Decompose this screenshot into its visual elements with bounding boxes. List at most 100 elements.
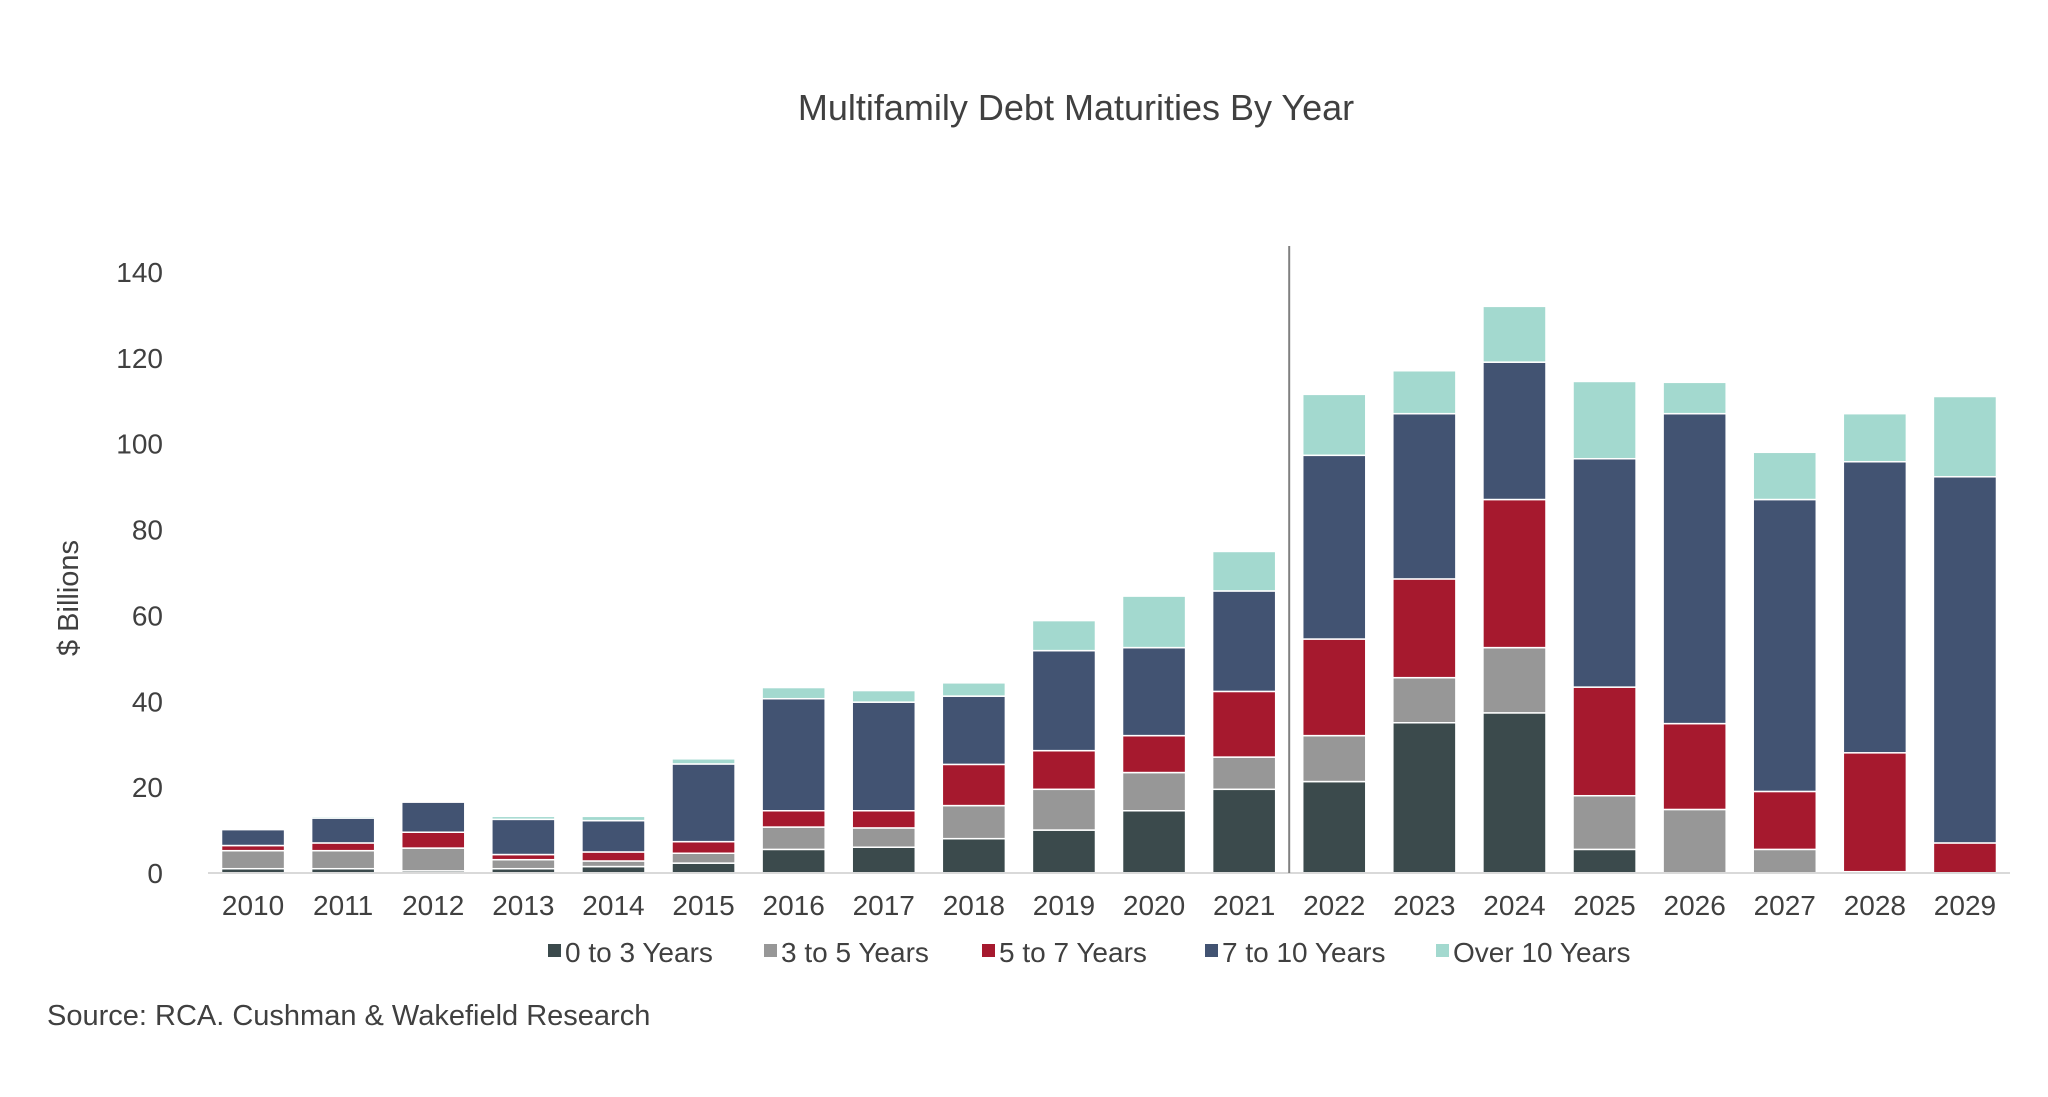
bar-segment	[671, 840, 736, 855]
legend-item: 0 to 3 Years	[548, 937, 713, 968]
bar-stack-2014	[581, 815, 646, 874]
bars	[208, 246, 2010, 874]
bar-segment	[851, 810, 917, 829]
x-tick-label: 2018	[943, 890, 1005, 921]
y-tick-label: 40	[132, 686, 163, 717]
bar-segment	[671, 758, 736, 765]
x-tick-label: 2016	[763, 890, 825, 921]
y-axis-label: $ Billions	[53, 540, 85, 656]
legend-swatch	[1205, 944, 1218, 957]
bar-segment	[941, 695, 1007, 766]
bar-segment	[851, 846, 917, 874]
x-tick-label: 2026	[1664, 890, 1726, 921]
y-axis: 0 20 40 60 80 100 120 140	[116, 257, 163, 889]
bar-segment	[310, 817, 376, 844]
bar-stack-2026	[1662, 381, 1727, 874]
x-tick-label: 2022	[1303, 890, 1365, 921]
bar-segment	[1121, 810, 1187, 874]
bar-segment	[1211, 550, 1277, 592]
bar-segment	[581, 815, 646, 822]
bar-segment	[1752, 451, 1818, 501]
bar-stack-2028	[1842, 412, 1908, 874]
bar-segment	[1482, 712, 1547, 874]
bar-segment	[1752, 498, 1818, 793]
x-tick-label: 2019	[1033, 890, 1095, 921]
x-tick-label: 2025	[1573, 890, 1635, 921]
bar-segment	[581, 819, 646, 853]
bar-segment	[1572, 686, 1637, 797]
bar-segment	[1031, 829, 1097, 874]
x-tick-label: 2017	[853, 890, 915, 921]
bar-segment	[671, 763, 736, 843]
bar-segment	[1031, 749, 1097, 791]
bar-segment	[1842, 460, 1908, 754]
bar-stack-2022	[1301, 393, 1367, 874]
bar-segment	[1211, 590, 1277, 693]
bar-segment	[1572, 380, 1637, 460]
bar-segment	[1842, 412, 1908, 463]
bar-segment	[400, 801, 466, 833]
x-tick-label: 2024	[1483, 890, 1545, 921]
bar-segment	[220, 844, 286, 852]
bar-segment	[581, 860, 646, 868]
bar-stack-2021	[1211, 550, 1277, 874]
legend-item: 7 to 10 Years	[1205, 937, 1385, 968]
x-tick-label: 2023	[1393, 890, 1455, 921]
y-tick-label: 60	[132, 600, 163, 631]
bar-segment	[1211, 756, 1277, 791]
bar-segment	[1121, 771, 1187, 812]
bar-segment	[581, 851, 646, 862]
bar-segment	[1482, 305, 1547, 363]
bar-stack-2019	[1031, 619, 1097, 874]
bar-segment	[1121, 734, 1187, 774]
bar-segment	[1301, 780, 1367, 874]
source-note: Source: RCA. Cushman & Wakefield Researc…	[47, 1000, 650, 1032]
legend-swatch	[548, 944, 561, 957]
bar-segment	[1932, 476, 1998, 844]
y-tick-label: 20	[132, 772, 163, 803]
bar-segment	[310, 842, 376, 852]
x-tick-label: 2015	[672, 890, 734, 921]
bar-segment	[1211, 788, 1277, 874]
bar-segment	[1572, 848, 1637, 874]
bar-stack-2010	[220, 828, 286, 874]
bar-segment	[1662, 808, 1727, 874]
x-tick-label: 2010	[222, 890, 284, 921]
bar-segment	[761, 810, 826, 828]
y-tick-label: 140	[116, 257, 163, 288]
x-tick-label: 2014	[582, 890, 644, 921]
bar-segment	[491, 818, 556, 856]
bar-segment	[1392, 412, 1457, 580]
bar-segment	[1031, 649, 1097, 752]
bar-segment	[220, 828, 286, 847]
legend: 0 to 3 Years 3 to 5 Years 5 to 7 Years 7 to…	[548, 937, 1630, 968]
x-tick-label: 2028	[1844, 890, 1906, 921]
bar-segment	[310, 849, 376, 870]
bar-segment	[1301, 734, 1367, 783]
bar-segment	[941, 763, 1007, 807]
bar-segment	[491, 853, 556, 861]
bar-stack-2024	[1482, 305, 1547, 874]
x-tick-label: 2013	[492, 890, 554, 921]
chart-title: Multifamily Debt Maturities By Year	[798, 87, 1354, 128]
bar-segment	[1932, 842, 1998, 874]
x-tick-label: 2011	[313, 890, 373, 921]
legend-swatch	[982, 944, 995, 957]
y-tick-label: 120	[116, 343, 163, 374]
bar-stack-2011	[310, 815, 376, 874]
y-tick-label: 0	[147, 858, 163, 889]
bar-segment	[1662, 381, 1727, 415]
bar-stack-2023	[1392, 369, 1457, 874]
bar-segment	[1482, 646, 1547, 714]
bar-segment	[941, 804, 1007, 840]
bar-segment	[941, 682, 1007, 697]
x-tick-label: 2027	[1754, 890, 1816, 921]
bar-segment	[1392, 722, 1457, 874]
legend-label: 0 to 3 Years	[565, 937, 713, 968]
bar-segment	[671, 862, 736, 874]
bar-segment	[851, 701, 917, 812]
bar-segment	[1031, 619, 1097, 652]
bar-segment	[1752, 848, 1818, 874]
bar-segment	[491, 858, 556, 870]
